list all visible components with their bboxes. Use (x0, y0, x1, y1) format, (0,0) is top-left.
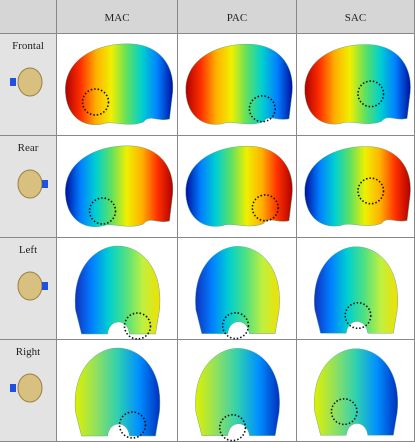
helmet-image (297, 340, 415, 442)
helmet-image (297, 136, 415, 238)
row-label: Left (0, 238, 57, 340)
figure: MACPACSAC FrontalRearLeftRight (0, 0, 415, 442)
helmet-image (178, 34, 297, 136)
helmet-map (178, 34, 297, 136)
row-label: Right (0, 340, 57, 442)
helmet-map (297, 34, 415, 136)
helmet-map (178, 238, 297, 340)
head-icon (0, 34, 57, 136)
helmet-image (178, 136, 297, 238)
helmet-image (57, 34, 178, 136)
column-header: MAC (57, 0, 178, 34)
row-label: Rear (0, 136, 57, 238)
head-icon (0, 340, 57, 442)
helmet-image (297, 238, 415, 340)
helmet-image (57, 340, 178, 442)
helmet-map (57, 238, 178, 340)
head-icon (0, 238, 57, 340)
helmet-image (297, 34, 415, 136)
column-header: PAC (178, 0, 297, 34)
helmet-image (57, 238, 178, 340)
helmet-map (57, 34, 178, 136)
helmet-image (178, 340, 297, 442)
helmet-map (57, 340, 178, 442)
helmet-image (178, 238, 297, 340)
helmet-image (57, 136, 178, 238)
helmet-map (178, 136, 297, 238)
head-icon (0, 136, 57, 238)
helmet-map (297, 340, 415, 442)
helmet-map (297, 238, 415, 340)
helmet-map (178, 340, 297, 442)
helmet-map (57, 136, 178, 238)
column-header: SAC (297, 0, 415, 34)
row-label: Frontal (0, 34, 57, 136)
corner-cell (0, 0, 57, 34)
helmet-map (297, 136, 415, 238)
